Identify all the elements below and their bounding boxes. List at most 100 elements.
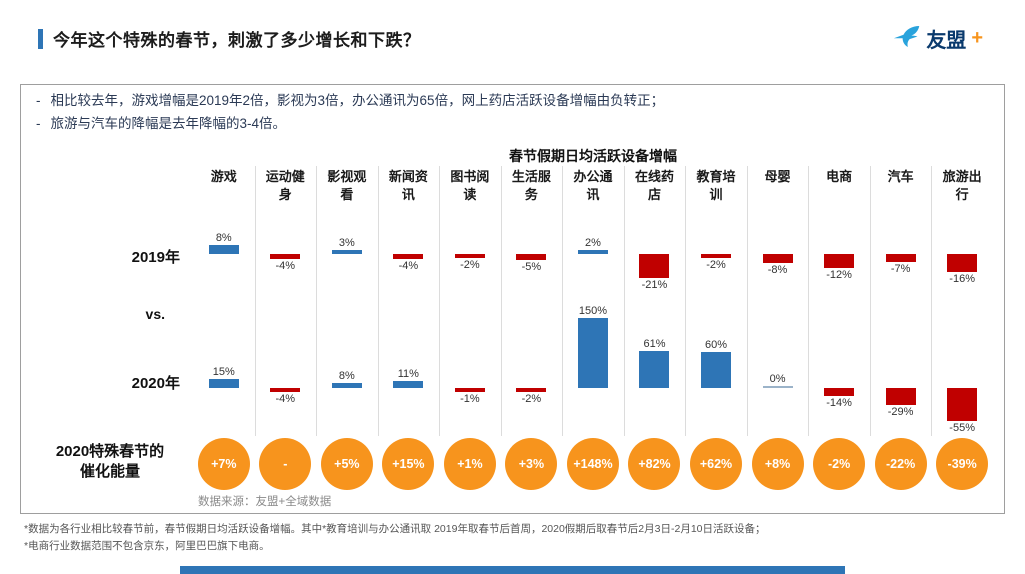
positive-bar [208, 245, 239, 254]
footnote: *数据为各行业相比较春节前，春节假期日均活跃设备增幅。其中*教育培训与办公通讯取… [24, 523, 766, 535]
bar-cell-2019年: -4% [378, 216, 440, 304]
bar-cell-2020年: -2% [501, 304, 563, 436]
umeng-logo: 友盟 + [893, 24, 983, 53]
umeng-bird-icon [893, 25, 921, 53]
catalyst-badge: +15% [382, 438, 435, 490]
bar-value-label: -5% [521, 261, 542, 273]
catalyst-cell: -39% [931, 436, 993, 492]
bar-value-label: -2% [706, 259, 726, 271]
category-column: 汽车 -7% -29% -22% [870, 166, 932, 494]
category-column: 运动健身 -4% -4% - [255, 166, 317, 494]
catalyst-badge: - [259, 438, 312, 490]
bar-value-label: -1% [460, 393, 480, 405]
bottom-accent-bar [180, 566, 845, 574]
bar-cell-2019年: -8% [747, 216, 809, 304]
category-column: 教育培训 -2% 60% +62% [685, 166, 747, 494]
catalyst-cell: +3% [501, 436, 563, 492]
bar-value-label: -21% [641, 279, 668, 291]
negative-bar [516, 254, 547, 260]
bar-cell-2019年: -4% [255, 216, 317, 304]
bar-value-label: -7% [890, 263, 911, 275]
category-header: 游戏 [210, 169, 237, 184]
row-label-2019: 2019年 [131, 249, 180, 266]
bar-value-label: 3% [338, 237, 355, 249]
summary-bullet-text: 旅游与汽车的降幅是去年降幅的3-4倍。 [50, 115, 287, 131]
positive-bar [331, 250, 362, 254]
positive-bar [639, 351, 670, 388]
catalyst-badge: +62% [690, 438, 743, 490]
negative-bar [701, 254, 732, 258]
category-header: 教育培训 [696, 169, 736, 202]
bar-cell-2020年: -1% [439, 304, 501, 436]
negative-bar [885, 254, 916, 262]
catalyst-row-label-line1: 2020特殊春节的 [55, 443, 165, 460]
data-source: 数据来源：友盟+全域数据 [198, 496, 332, 508]
page-title: 今年这个特殊的春节，刺激了多少增长和下跌？ [53, 31, 421, 50]
negative-bar [270, 254, 301, 259]
row-label-2020: 2020年 [131, 375, 180, 392]
bar-value-label: 150% [578, 305, 608, 317]
negative-bar [639, 254, 670, 278]
bar-value-label: 2% [585, 237, 601, 249]
category-column: 电商 -12% -14% -2% [808, 166, 870, 494]
bar-value-label: -29% [887, 406, 914, 418]
bar-cell-2020年: 15% [193, 304, 255, 436]
summary-bullet-text: 相比较去年，游戏增幅是2019年2倍，影视为3倍，办公通讯为65倍，网上药店活跃… [50, 93, 665, 108]
catalyst-cell: +148% [562, 436, 624, 492]
positive-bar [762, 386, 793, 388]
summary-bullets: - 相比较去年，游戏增幅是2019年2倍，影视为3倍，办公通讯为65倍，网上药店… [36, 90, 986, 136]
negative-bar [393, 254, 424, 259]
negative-bar [885, 388, 916, 405]
category-header: 办公通讯 [573, 169, 613, 202]
catalyst-badge: +5% [320, 438, 373, 490]
chart-columns: 游戏 8% 15% +7% 运动健身 -4% -4% - 影视观看 3% 8% +5% 新闻资讯 -4% 1… [193, 166, 993, 494]
catalyst-badge: +7% [197, 438, 250, 490]
catalyst-cell: -22% [870, 436, 932, 492]
category-column: 办公通讯 2% 150% +148% [562, 166, 624, 494]
category-header: 生活服务 [511, 169, 551, 202]
column-separator [254, 166, 256, 436]
chart-area: 游戏 8% 15% +7% 运动健身 -4% -4% - 影视观看 3% 8% +5% 新闻资讯 -4% 1… [193, 166, 993, 494]
positive-bar [393, 381, 424, 388]
negative-bar [947, 254, 978, 272]
catalyst-row-label-line2: 催化能量 [79, 463, 140, 481]
category-header: 旅游出行 [942, 169, 982, 202]
catalyst-cell: -2% [808, 436, 870, 492]
category-column: 图书阅读 -2% -1% +1% [439, 166, 501, 494]
column-separator [931, 166, 933, 436]
catalyst-cell: +5% [316, 436, 378, 492]
bar-value-label: 0% [769, 373, 786, 385]
summary-bullet: - 相比较去年，游戏增幅是2019年2倍，影视为3倍，办公通讯为65倍，网上药店… [36, 90, 986, 113]
bar-cell-2020年: 8% [316, 304, 378, 436]
catalyst-badge: +1% [443, 438, 496, 490]
category-header: 汽车 [887, 169, 914, 184]
bar-cell-2020年: -4% [255, 304, 317, 436]
catalyst-cell: - [255, 436, 317, 492]
bar-cell-2019年: -21% [624, 216, 686, 304]
page-header: 今年这个特殊的春节，刺激了多少增长和下跌？ [38, 26, 421, 51]
category-column: 在线药店 -21% 61% +82% [624, 166, 686, 494]
bullet-dash: - [36, 93, 41, 108]
bar-value-label: -4% [275, 393, 296, 405]
bar-cell-2019年: 2% [562, 216, 624, 304]
bullet-dash: - [36, 115, 41, 131]
bar-value-label: -2% [521, 393, 542, 405]
catalyst-cell: +15% [378, 436, 440, 492]
catalyst-badge: -39% [936, 438, 989, 490]
bar-cell-2019年: -12% [808, 216, 870, 304]
positive-bar [331, 383, 362, 388]
bar-value-label: 15% [212, 366, 235, 378]
catalyst-badge: +148% [566, 438, 619, 490]
footnote: *电商行业数据范围不包含京东，阿里巴巴旗下电商。 [24, 540, 270, 553]
negative-bar [270, 388, 301, 392]
catalyst-cell: +1% [439, 436, 501, 492]
category-column: 影视观看 3% 8% +5% [316, 166, 378, 494]
column-separator [746, 166, 748, 436]
column-separator [377, 166, 379, 436]
catalyst-badge: +82% [628, 438, 681, 490]
chart-title: 春节假期日均活跃设备增幅 [509, 148, 677, 164]
category-header: 新闻资讯 [388, 169, 428, 202]
column-separator [500, 166, 502, 436]
logo-plus: + [971, 27, 983, 49]
bar-cell-2020年: 60% [685, 304, 747, 436]
